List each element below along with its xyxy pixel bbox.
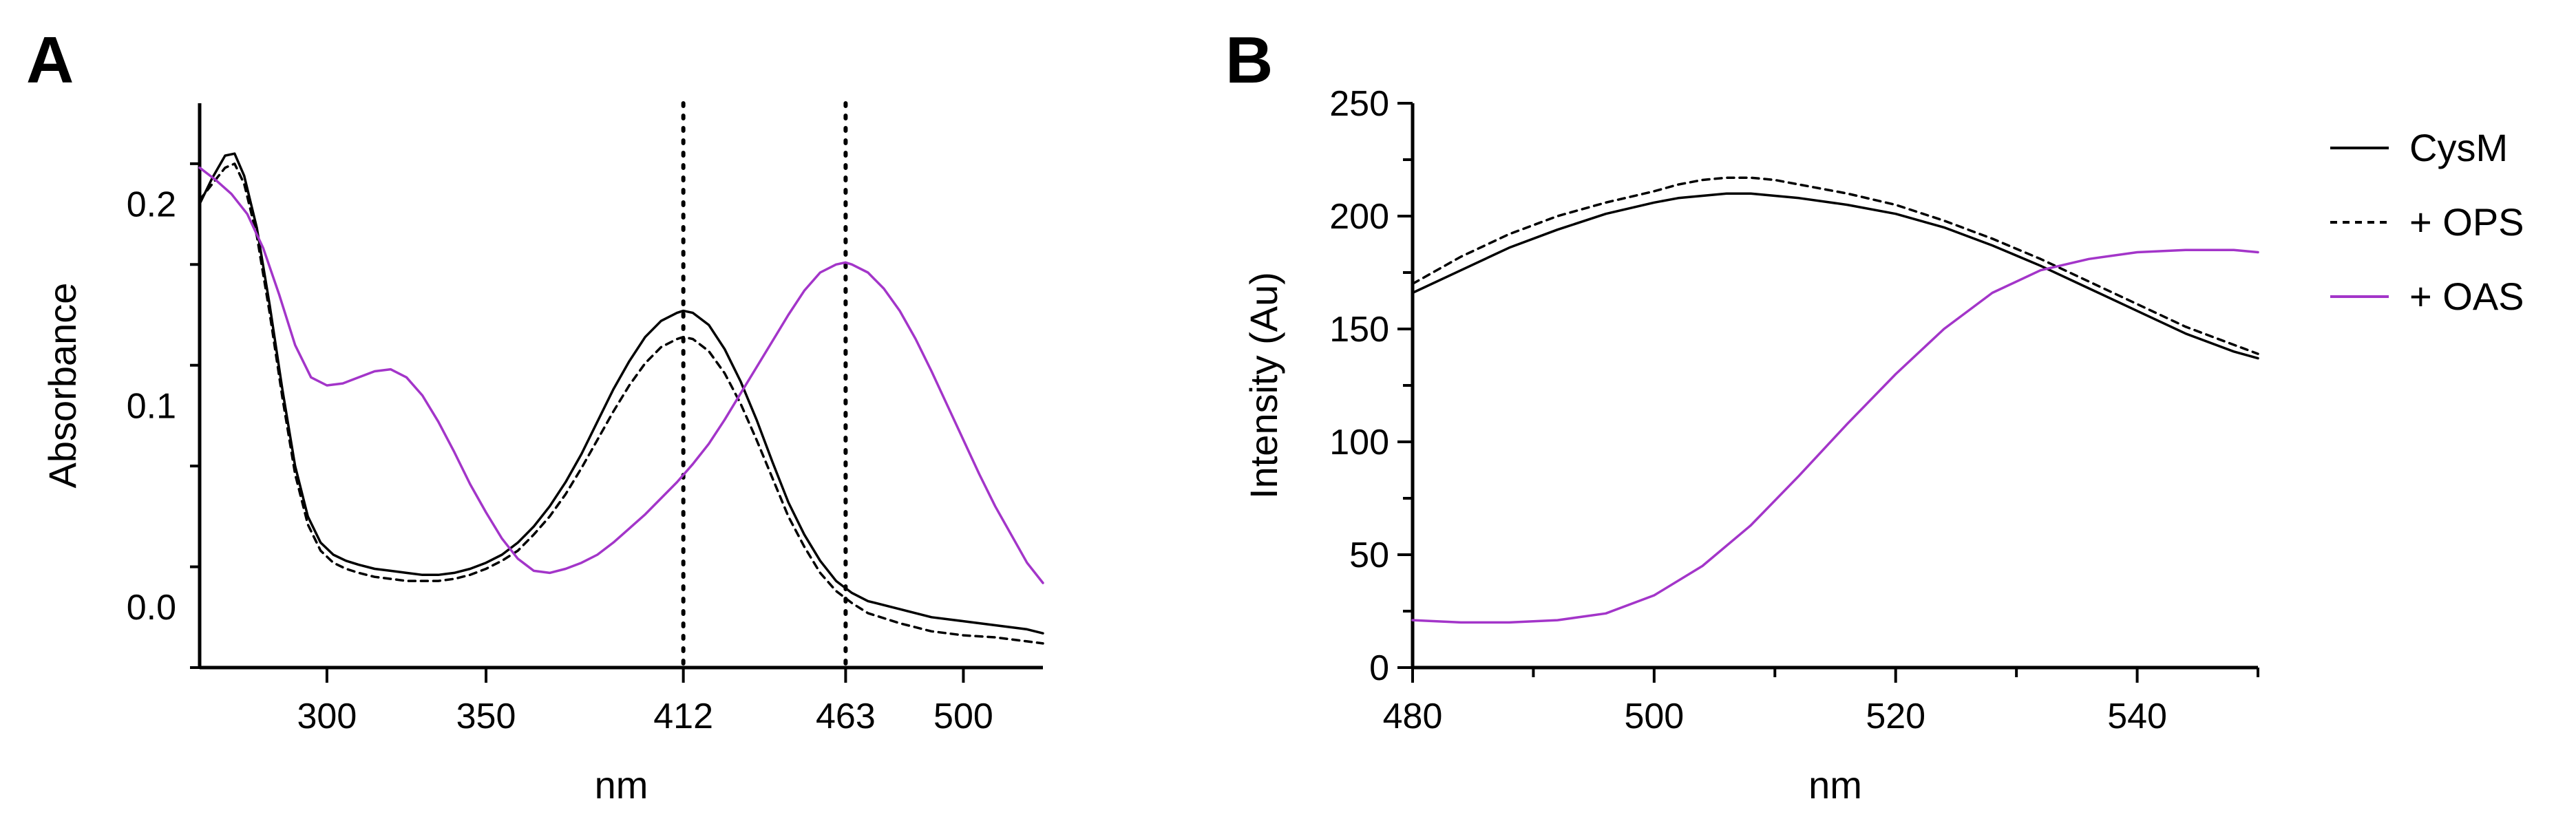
panel-a-letter: A bbox=[26, 23, 74, 97]
chart-a-y-axis-title: Absorbance bbox=[41, 283, 84, 489]
chart-a-x-tick-label: 412 bbox=[653, 696, 713, 736]
chart-b-y-tick-label: 0 bbox=[1369, 648, 1389, 688]
legend: CysM + OPS + OAS bbox=[2330, 126, 2524, 318]
chart-a-x-axis-title: nm bbox=[595, 763, 648, 807]
chart-a-y-tick-label: 0.2 bbox=[127, 184, 176, 224]
chart-b-x-tick-label: 520 bbox=[1866, 696, 1925, 736]
chart-b-x-tick-label: 500 bbox=[1624, 696, 1684, 736]
chart-a-x-tick-label: 350 bbox=[456, 696, 516, 736]
chart-b-y-tick-label: 100 bbox=[1329, 423, 1389, 462]
chart-b-x-tick-label: 540 bbox=[2107, 696, 2167, 736]
chart-a-y-tick-label: 0.0 bbox=[127, 588, 176, 628]
chart-b: 0 50 100 150 200 250 480 500 520 540 nm Intensity (… bbox=[1242, 84, 2259, 807]
chart-a-series-oas bbox=[198, 166, 1044, 584]
chart-a-series-ops bbox=[198, 162, 1044, 645]
legend-label-oas: + OAS bbox=[2409, 275, 2524, 318]
chart-b-y-tick-label: 150 bbox=[1329, 310, 1389, 350]
chart-a-y-tick-label: 0.1 bbox=[127, 386, 176, 426]
chart-a: 0.0 0.1 0.2 300 350 412 463 500 nm Absorbance bbox=[41, 101, 1044, 807]
legend-label-cysm: CysM bbox=[2409, 126, 2508, 169]
chart-b-x-axis-title: nm bbox=[1808, 763, 1862, 807]
chart-b-series-oas bbox=[1411, 248, 2259, 624]
chart-b-series-ops bbox=[1411, 176, 2259, 355]
chart-a-series-cysm bbox=[198, 152, 1044, 635]
chart-a-x-tick-label: 500 bbox=[933, 696, 993, 736]
chart-b-y-tick-label: 250 bbox=[1329, 84, 1389, 124]
chart-b-y-tick-label: 50 bbox=[1349, 535, 1389, 575]
chart-a-x-tick-label: 463 bbox=[816, 696, 876, 736]
chart-b-y-tick-label: 200 bbox=[1329, 197, 1389, 237]
legend-label-ops: + OPS bbox=[2409, 200, 2524, 244]
chart-b-series-cysm bbox=[1411, 192, 2259, 360]
chart-b-x-tick-label: 480 bbox=[1383, 696, 1443, 736]
chart-a-x-tick-label: 300 bbox=[297, 696, 357, 736]
panel-b-letter: B bbox=[1225, 23, 1273, 97]
chart-b-y-axis-title: Intensity (Au) bbox=[1242, 272, 1285, 499]
